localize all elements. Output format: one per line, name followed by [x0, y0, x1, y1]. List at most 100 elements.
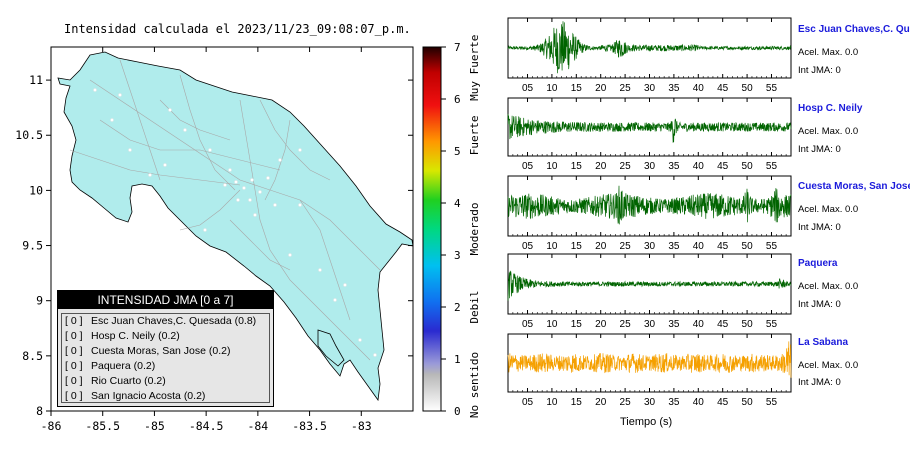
colorbar-category-label: Fuerte	[468, 116, 481, 156]
time-tick-label: 05	[522, 397, 534, 408]
city-marker	[242, 186, 246, 190]
city-marker	[258, 190, 262, 194]
station-acel: Acel. Max. 0.0	[798, 47, 859, 58]
seismogram-trace	[507, 113, 792, 143]
time-tick-label: 55	[766, 83, 778, 94]
time-tick-label: 10	[546, 319, 558, 330]
legend-row: [ 0 ] Esc Juan Chaves,C. Quesada (0.8)	[65, 315, 257, 327]
seismo-xlabel: Tiempo (s)	[620, 416, 673, 428]
city-marker	[93, 88, 97, 92]
lon-tick-label: -83	[351, 419, 372, 433]
time-tick-label: 05	[522, 319, 534, 330]
colorbar-category-label: No sentido	[468, 352, 481, 418]
time-tick-label: 50	[742, 83, 754, 94]
station-jma: Int JMA: 0	[798, 144, 841, 155]
time-tick-label: 40	[693, 241, 705, 252]
city-marker	[373, 353, 377, 357]
city-marker	[343, 283, 347, 287]
map-area	[57, 51, 413, 402]
intensity-legend: INTENSIDAD JMA [0 a 7] [ 0 ] Esc Juan Cha…	[57, 290, 274, 407]
time-tick-label: 35	[668, 319, 680, 330]
station-jma: Int JMA: 0	[798, 377, 841, 388]
time-tick-label: 45	[717, 241, 729, 252]
time-tick-label: 20	[595, 397, 607, 408]
time-tick-label: 45	[717, 83, 729, 94]
lat-tick-label: 8.5	[22, 349, 43, 363]
time-tick-label: 25	[620, 83, 632, 94]
colorbar-tick-label: 3	[454, 249, 461, 262]
station-acel: Acel. Max. 0.0	[798, 281, 859, 292]
city-marker	[183, 128, 187, 132]
lat-tick-label: 10.5	[15, 128, 43, 142]
station-acel: Acel. Max. 0.0	[798, 126, 859, 137]
time-tick-label: 20	[595, 161, 607, 172]
time-tick-label: 30	[644, 241, 656, 252]
city-marker	[250, 178, 254, 182]
colorbar-tick-label: 1	[454, 353, 461, 366]
station-jma: Int JMA: 0	[798, 65, 841, 76]
legend-row: [ 0 ] Hosp C. Neily (0.2)	[65, 330, 180, 342]
city-marker	[358, 338, 362, 342]
city-marker	[253, 213, 257, 217]
city-marker	[168, 108, 172, 112]
lon-tick-label: -84.5	[189, 419, 224, 433]
time-tick-label: 35	[668, 397, 680, 408]
colorbar	[422, 46, 442, 412]
station-name: Hosp C. Neily	[798, 103, 863, 114]
seismogram-trace	[507, 185, 792, 225]
time-tick-label: 15	[571, 241, 583, 252]
time-tick-label: 05	[522, 241, 534, 252]
city-marker	[298, 148, 302, 152]
lon-tick-label: -85.5	[85, 419, 120, 433]
city-marker	[163, 163, 167, 167]
city-marker	[203, 228, 207, 232]
time-tick-label: 15	[571, 397, 583, 408]
time-tick-label: 40	[693, 161, 705, 172]
time-tick-label: 40	[693, 397, 705, 408]
time-tick-label: 50	[742, 319, 754, 330]
station-jma: Int JMA: 0	[798, 299, 841, 310]
lon-tick-label: -86	[41, 419, 62, 433]
seismogram-trace	[507, 21, 792, 74]
time-tick-label: 35	[668, 241, 680, 252]
time-tick-label: 05	[522, 161, 534, 172]
map-title: Intensidad calculada el 2023/11/23_09:08…	[64, 22, 411, 36]
legend-row: [ 0 ] Paquera (0.2)	[65, 360, 156, 372]
map-frame	[50, 46, 414, 412]
costa-rica-landmass	[57, 51, 413, 402]
time-tick-label: 20	[595, 241, 607, 252]
time-tick-label: 30	[644, 319, 656, 330]
station-jma: Int JMA: 0	[798, 222, 841, 233]
lon-tick-label: -85	[144, 419, 165, 433]
colorbar-tick-label: 7	[454, 41, 461, 54]
city-marker	[148, 173, 152, 177]
colorbar-tick-label: 0	[454, 405, 461, 418]
city-marker	[266, 176, 270, 180]
lon-tick-label: -84	[247, 419, 268, 433]
time-tick-label: 50	[742, 397, 754, 408]
osa-peninsula	[317, 329, 345, 367]
time-tick-label: 10	[546, 397, 558, 408]
time-tick-label: 10	[546, 161, 558, 172]
lat-tick-label: 11	[29, 73, 43, 87]
lat-tick-label: 9	[36, 294, 43, 308]
legend-title: INTENSIDAD JMA [0 a 7]	[58, 291, 273, 309]
lat-tick-label: 9.5	[22, 239, 43, 253]
time-tick-label: 50	[742, 161, 754, 172]
time-tick-label: 25	[620, 397, 632, 408]
city-marker	[223, 183, 227, 187]
time-tick-label: 50	[742, 241, 754, 252]
time-tick-label: 25	[620, 241, 632, 252]
station-name: Paquera	[798, 258, 838, 269]
city-marker	[333, 298, 337, 302]
time-tick-label: 30	[644, 161, 656, 172]
legend-rows: [ 0 ] Esc Juan Chaves,C. Quesada (0.8) [ …	[61, 313, 270, 403]
time-tick-label: 30	[644, 397, 656, 408]
time-tick-label: 10	[546, 241, 558, 252]
city-marker	[318, 268, 322, 272]
legend-row: [ 0 ] Cuesta Moras, San Jose (0.2)	[65, 345, 231, 357]
time-tick-label: 15	[571, 319, 583, 330]
time-tick-label: 20	[595, 83, 607, 94]
station-acel: Acel. Max. 0.0	[798, 360, 859, 371]
